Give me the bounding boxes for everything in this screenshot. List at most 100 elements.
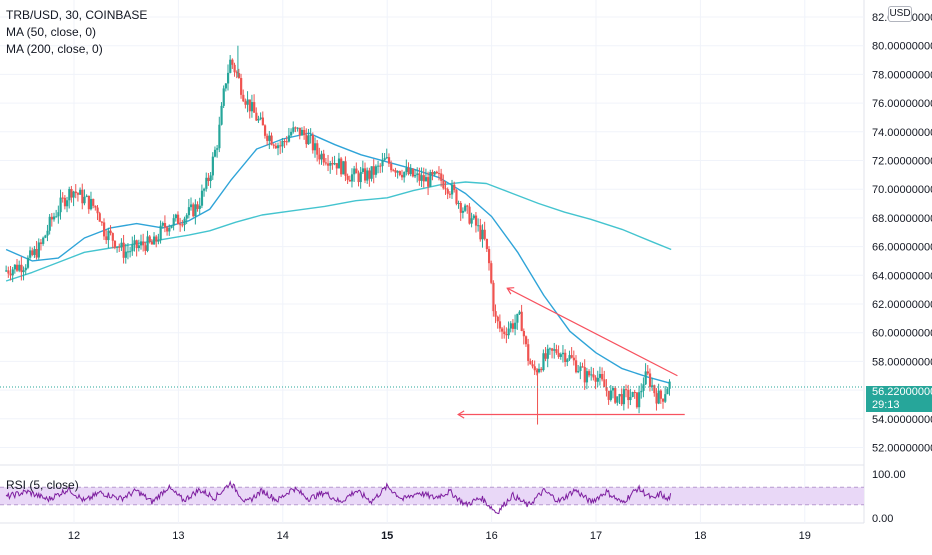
candle-body: [357, 173, 360, 183]
candle-body: [287, 135, 291, 142]
candle-body: [655, 393, 658, 404]
candle-body: [348, 179, 351, 182]
y-tick-label: 68.00000000: [872, 213, 932, 225]
candle-body: [540, 368, 543, 371]
candle-body: [305, 135, 308, 145]
candle-body: [168, 227, 171, 232]
candle-body: [48, 216, 51, 231]
candle-body: [237, 73, 241, 79]
descending-trendline-arrowhead: [506, 287, 515, 295]
candle-body: [16, 264, 19, 271]
candle-body: [422, 175, 425, 182]
candle-body: [492, 282, 495, 312]
candle-body: [159, 225, 162, 241]
candle-body: [664, 394, 667, 402]
candle-body: [629, 396, 632, 401]
candle-body: [170, 225, 173, 228]
candle-body: [13, 264, 17, 270]
candle-body: [250, 102, 254, 112]
candle-body: [294, 127, 297, 129]
candle-body: [496, 316, 499, 322]
candle-body: [133, 240, 136, 245]
candle-body: [235, 72, 238, 74]
candle-body: [7, 270, 10, 274]
candle-body: [96, 207, 99, 214]
candle-body: [333, 163, 336, 165]
candle-body: [76, 193, 80, 195]
y-tick-label: 64.00000000: [872, 270, 932, 282]
candle-body: [505, 334, 508, 336]
candle-body: [63, 197, 67, 207]
candle-body: [100, 221, 104, 223]
candle-body: [472, 215, 475, 219]
candle-body: [435, 171, 438, 174]
candle-body: [94, 205, 97, 208]
last-price-badge: 56.22000000 29:13: [866, 386, 932, 412]
candle-body: [374, 166, 378, 175]
candle-body: [485, 238, 489, 250]
rsi-legend[interactable]: RSI (5, close): [6, 478, 79, 492]
candle-body: [635, 392, 639, 408]
candle-body: [396, 171, 399, 173]
candle-body: [518, 311, 521, 314]
candle-body: [261, 117, 264, 126]
ma200-legend[interactable]: MA (200, close, 0): [6, 42, 103, 56]
candle-body: [594, 377, 597, 382]
candle-body: [150, 241, 154, 245]
candle-body: [437, 173, 441, 175]
x-tick-label: 18: [694, 530, 706, 542]
candle-body: [244, 101, 247, 105]
candle-body: [185, 215, 188, 219]
candle-body: [661, 398, 665, 402]
candle-body: [611, 388, 615, 391]
candle-body: [514, 322, 517, 329]
candle-body: [116, 246, 119, 248]
candle-body: [340, 158, 343, 175]
candle-body: [487, 249, 491, 264]
candle-body: [648, 373, 652, 387]
candle-body: [190, 204, 193, 208]
candle-body: [535, 370, 539, 373]
candle-body: [285, 141, 288, 143]
candle-body: [403, 171, 406, 178]
ma50-legend[interactable]: MA (50, close, 0): [6, 25, 97, 39]
candle-body: [89, 198, 93, 210]
symbol-line[interactable]: TRB/USD, 30, COINBASE: [6, 8, 148, 22]
candle-body: [322, 153, 325, 163]
candle-body: [520, 311, 523, 331]
candle-body: [511, 323, 515, 329]
candle-body: [574, 360, 578, 373]
currency-badge[interactable]: USD: [888, 6, 912, 22]
candle-body: [248, 99, 251, 112]
candle-body: [568, 355, 571, 360]
candle-body: [638, 392, 641, 408]
candle-body: [131, 244, 134, 252]
candle-body: [179, 224, 182, 226]
candle-body: [583, 367, 586, 383]
rsi-y-tick-label: 100.00: [872, 469, 906, 481]
candle-body: [468, 206, 471, 224]
candle-body: [418, 173, 421, 181]
candle-body: [359, 171, 362, 183]
candle-body: [18, 264, 21, 271]
candle-body: [103, 222, 106, 237]
candle-body: [87, 195, 90, 210]
candle-body: [226, 72, 230, 84]
rsi-line: [5, 480, 672, 515]
candle-body: [50, 216, 54, 220]
candle-body: [272, 144, 275, 146]
candle-body: [174, 214, 177, 219]
candle-body: [172, 218, 175, 226]
candle-body: [618, 394, 621, 397]
candle-body: [553, 349, 556, 351]
candle-body: [44, 235, 47, 238]
candle-body: [59, 197, 62, 213]
candle-body: [440, 173, 443, 181]
candle-body: [411, 168, 415, 177]
candle-body: [479, 225, 482, 240]
candle-body: [303, 129, 306, 136]
candle-body: [31, 250, 34, 255]
candle-body: [5, 270, 8, 272]
